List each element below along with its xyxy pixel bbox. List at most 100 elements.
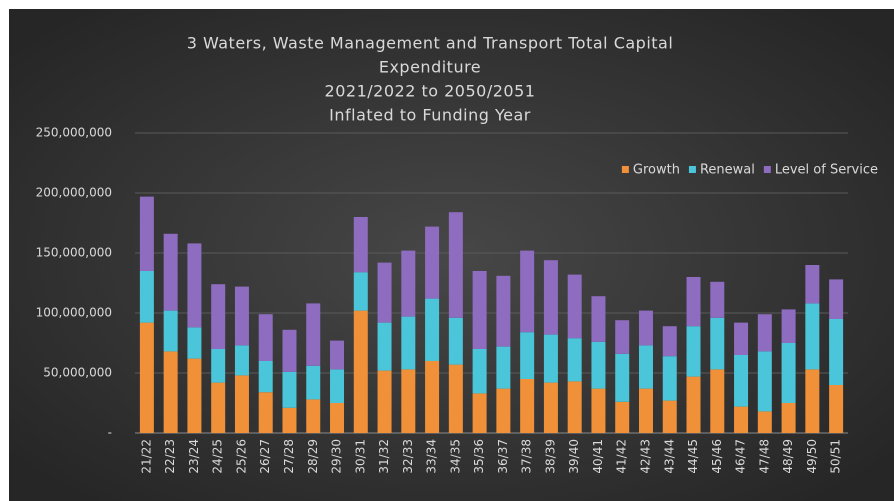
x-tick-label: 28/29 [306,439,320,474]
bar-segment [258,361,273,393]
legend-label: Level of Service [775,163,878,178]
chart-title: Expenditure [379,58,481,77]
x-tick-label: 23/24 [187,439,201,474]
legend-label: Renewal [700,163,755,178]
bar-segment [448,364,463,433]
bar-segment [496,346,511,389]
x-tick-label: 48/49 [781,439,795,474]
x-tick-label: 33/34 [425,439,439,474]
bar-segment [187,243,202,328]
bar-segment [520,379,535,433]
y-tick-label: - [108,426,112,440]
bar-segment [615,320,630,354]
bar-segment [306,399,321,433]
bar-segment [282,371,297,408]
y-tick-label: 250,000,000 [36,126,112,140]
bar-segment [330,369,345,403]
bar-segment [829,319,844,385]
bar-segment [734,355,749,407]
x-tick-label: 49/50 [805,439,819,474]
bar-segment [139,196,154,271]
bar-segment [472,349,487,394]
chart-title: 2021/2022 to 2050/2051 [325,82,536,101]
bar-segment [638,345,653,389]
bar-segment [163,351,178,433]
bar-segment [472,393,487,433]
x-tick-label: 43/44 [662,439,676,474]
bar-segment [401,250,416,317]
bar-segment [353,310,368,433]
bar-segment [567,381,582,433]
bar-segment [734,322,749,355]
y-tick-label: 50,000,000 [43,366,112,380]
bar-segment [567,338,582,382]
x-tick-label: 37/38 [520,439,534,474]
bar-segment [543,260,558,335]
y-tick-label: 150,000,000 [36,246,112,260]
bar-segment [234,286,249,346]
x-tick-label: 50/51 [829,439,843,474]
legend-label: Growth [633,163,680,178]
bar-segment [543,334,558,383]
bar-segment [734,406,749,433]
bar-segment [638,388,653,433]
bar-segment [234,345,249,376]
bar-segment [330,340,345,370]
bar-segment [330,403,345,433]
bar-segment [282,329,297,372]
bar-segment [448,212,463,318]
bar-segment [187,358,202,433]
bar-segment [258,392,273,433]
x-tick-label: 31/32 [377,439,391,474]
bar-segment [258,314,273,361]
legend-swatch [688,166,696,173]
bar-segment [377,370,392,433]
x-tick-label: 24/25 [211,439,225,474]
legend-swatch [763,166,771,173]
x-tick-label: 36/37 [496,439,510,474]
bar-segment [401,369,416,433]
bar-segment [591,341,606,389]
bar-segment [615,401,630,433]
bar-segment [805,303,820,370]
bar-segment [211,349,226,383]
bar-segment [306,303,321,366]
bar-segment [543,382,558,433]
x-tick-label: 32/33 [401,439,415,474]
bar-segment [757,411,772,433]
bar-segment [163,233,178,311]
bar-segment [686,277,701,327]
bar-segment [211,284,226,349]
bar-segment [781,343,796,403]
bar-segment [496,388,511,433]
bar-segment [282,407,297,433]
x-tick-label: 46/47 [734,439,748,474]
bar-segment [353,217,368,273]
x-tick-label: 29/30 [330,439,344,474]
x-tick-label: 47/48 [757,439,771,474]
bar-segment [615,353,630,402]
bar-segment [591,296,606,342]
bar-segment [234,375,249,433]
x-tick-label: 27/28 [282,439,296,474]
bar-segment [377,322,392,371]
chart-title: Inflated to Funding Year [329,106,531,125]
bar-segment [805,369,820,433]
bar-segment [829,385,844,433]
bar-segment [686,376,701,433]
x-tick-label: 34/35 [448,439,462,474]
x-tick-label: 38/39 [543,439,557,474]
x-tick-label: 41/42 [615,439,629,474]
bar-segment [139,322,154,433]
x-tick-label: 45/46 [710,439,724,474]
bar-segment [496,275,511,347]
x-tick-label: 25/26 [234,439,248,474]
x-tick-label: 21/22 [139,439,153,474]
x-tick-label: 42/43 [638,439,652,474]
x-tick-label: 22/23 [163,439,177,474]
bar-segment [139,271,154,323]
bar-segment [520,250,535,333]
bar-segment [710,369,725,433]
